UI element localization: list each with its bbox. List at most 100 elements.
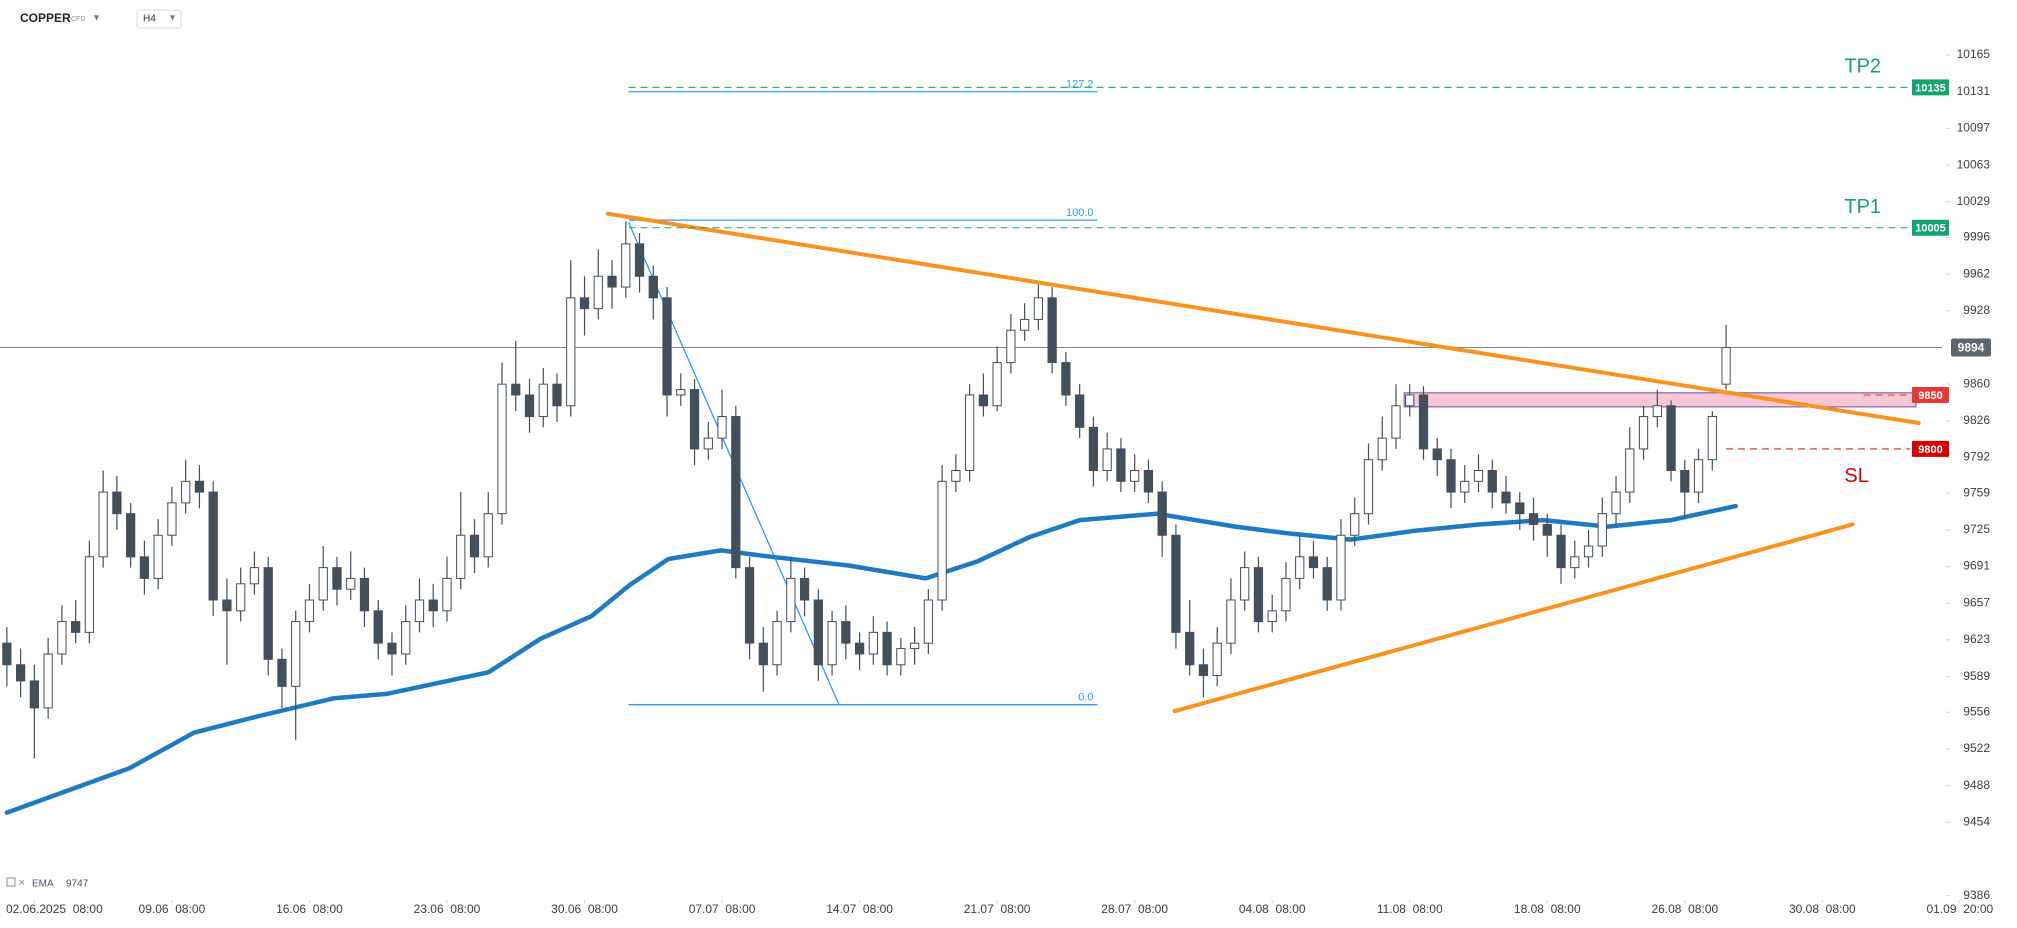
candle-body	[71, 621, 81, 633]
candle-body	[566, 297, 576, 407]
trendline	[1172, 522, 1855, 714]
indicator-legend: ✕ EMA 9747	[6, 877, 89, 890]
candle-body	[1528, 513, 1539, 525]
candle-body	[112, 491, 122, 515]
candle-body	[16, 664, 26, 682]
candle-body	[43, 653, 53, 709]
candle-body	[1501, 491, 1511, 504]
candle-body	[621, 243, 631, 288]
ema-value: 9747	[66, 879, 89, 890]
x-tick-label: 09.06 08:00	[139, 902, 206, 916]
candle-body	[1625, 448, 1635, 493]
y-tick-label: 10097	[1957, 121, 1991, 135]
y-tick-label: 9826	[1963, 413, 1990, 427]
candle-body	[57, 621, 67, 655]
candle-body	[662, 297, 672, 396]
x-tick-label: 01.09 20:00	[1927, 902, 1994, 916]
symbol-dropdown[interactable]: ▾	[94, 13, 99, 24]
candle-body	[469, 534, 480, 558]
timeframe-box[interactable]	[136, 9, 182, 29]
ema-line	[4, 503, 1738, 815]
level-box	[1912, 219, 1949, 236]
candle-body	[676, 389, 686, 396]
candle-body	[731, 416, 741, 569]
y-tick-label: 10131	[1957, 84, 1991, 98]
y-tick-label: 9759	[1963, 485, 1990, 499]
candle-body	[29, 680, 40, 709]
candle-body	[1336, 534, 1346, 601]
candle-body	[841, 621, 851, 644]
resistance-zone	[1403, 392, 1917, 408]
legend-close[interactable]: ✕	[18, 877, 26, 887]
candle-body	[1405, 394, 1415, 407]
candle-body	[538, 383, 548, 418]
candle-body	[909, 642, 920, 650]
candle-body	[222, 599, 232, 612]
candle-body	[98, 491, 108, 558]
candle-body	[896, 648, 906, 666]
x-tick-label: 30.06 08:00	[551, 902, 618, 916]
y-tick-label: 10165	[1957, 47, 1991, 61]
x-tick-label: 26.08 08:00	[1651, 902, 1718, 916]
candle-body	[304, 599, 315, 623]
y-tick-label: 9691	[1963, 559, 1990, 573]
candle-body	[827, 621, 837, 666]
candle-body	[1556, 534, 1566, 569]
candle-body	[964, 394, 975, 472]
candle-body	[1240, 567, 1250, 601]
candle-body	[786, 577, 796, 623]
candle-body	[1446, 459, 1456, 493]
candle-body	[1130, 470, 1140, 482]
candle-body	[1473, 470, 1484, 482]
candle-body	[1460, 480, 1470, 493]
candle-body	[689, 389, 700, 450]
candle-body	[1487, 470, 1497, 493]
candle-body	[1377, 437, 1387, 461]
candle-body	[1281, 577, 1291, 612]
candle-body	[139, 556, 150, 579]
candle-body	[194, 480, 205, 493]
x-tick-label: 23.06 08:00	[414, 902, 481, 916]
candle-body	[524, 394, 535, 418]
candle-body	[208, 491, 218, 601]
candle-body	[1515, 502, 1525, 515]
candle-body	[951, 470, 961, 482]
candle-body	[703, 437, 713, 450]
candle-body	[181, 480, 191, 504]
symbol: COPPER	[20, 11, 71, 25]
candle-body	[648, 275, 658, 299]
y-tick-label: 9792	[1963, 450, 1990, 464]
level-name: TP1	[1844, 196, 1881, 218]
y-tick-label: 9725	[1963, 522, 1990, 536]
trendline	[605, 211, 1921, 426]
candle-body	[854, 642, 865, 655]
candle-body	[978, 394, 989, 407]
candle-body	[772, 621, 782, 666]
candle-body	[992, 362, 1002, 407]
candle-body	[1666, 405, 1676, 472]
level-value: 10135	[1915, 82, 1946, 94]
timeframe[interactable]: H4	[143, 14, 156, 25]
candle-body	[1102, 448, 1112, 472]
y-tick-label: 9386	[1963, 888, 1990, 902]
candle-body	[1638, 416, 1649, 450]
y-tick-label: 9488	[1963, 778, 1990, 792]
candle-body	[126, 513, 136, 558]
candle-body	[607, 275, 617, 288]
candle-body	[1006, 329, 1016, 364]
legend-icon[interactable]	[6, 877, 16, 887]
candle-body	[1185, 631, 1195, 666]
candle-body	[1418, 394, 1429, 450]
candle-body	[332, 567, 342, 590]
x-tick-label: 28.07 08:00	[1101, 902, 1168, 916]
candle-body	[497, 383, 507, 515]
level-value: 9850	[1918, 390, 1942, 402]
header: COPPER CFD ▾ H4 ▾	[20, 9, 182, 29]
candle-body	[359, 577, 370, 612]
y-tick-label: 9623	[1963, 632, 1990, 646]
timeframe-dropdown[interactable]: ▾	[170, 13, 175, 24]
plot-area: 10165 10131 10097 10063 10029 9996 9962 9928 986…	[0, 47, 1994, 916]
y-tick-label: 9996	[1963, 230, 1990, 244]
candle-body	[456, 534, 466, 579]
